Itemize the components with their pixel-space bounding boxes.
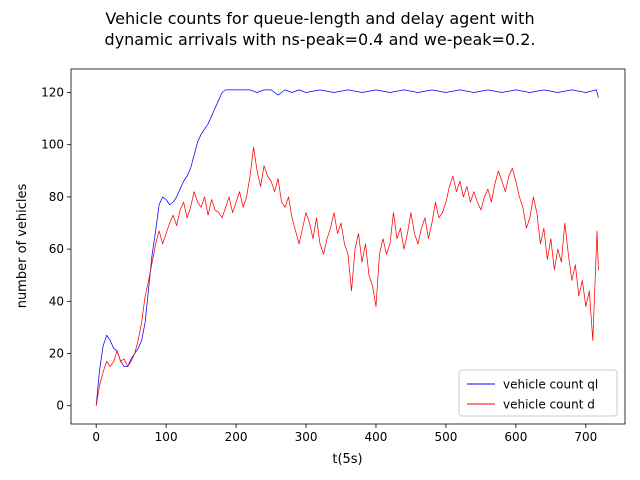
series-line-d <box>95 146 599 406</box>
plot-frame <box>70 68 626 425</box>
legend-label: vehicle count ql <box>503 378 598 392</box>
x-tick-label: 700 <box>574 430 597 444</box>
y-tick-label: 20 <box>49 347 64 361</box>
chart-title-line-1: Vehicle counts for queue-length and dela… <box>105 9 534 28</box>
x-tick-label: 200 <box>225 430 248 444</box>
y-tick-label: 0 <box>56 399 64 413</box>
x-tick-label: 400 <box>365 430 388 444</box>
y-axis-label: number of vehicles <box>15 183 30 308</box>
series-line-ql <box>95 89 599 406</box>
y-tick-label: 40 <box>49 294 64 308</box>
x-tick-label: 0 <box>92 430 100 444</box>
chart-title-line-2: dynamic arrivals with ns-peak=0.4 and we… <box>105 30 536 49</box>
legend-box <box>458 369 618 417</box>
y-tick-label: 100 <box>41 138 64 152</box>
y-tick-label: 120 <box>41 85 64 99</box>
x-axis-label: t(5s) <box>332 452 362 467</box>
x-tick-label: 300 <box>295 430 318 444</box>
x-tick-label: 600 <box>504 430 527 444</box>
y-tick-label: 60 <box>49 242 64 256</box>
legend: vehicle count ql vehicle count d <box>458 369 618 417</box>
x-tick-label: 100 <box>155 430 178 444</box>
y-tick-label: 80 <box>49 190 64 204</box>
x-tick-label: 500 <box>434 430 457 444</box>
legend-label: vehicle count d <box>503 398 595 412</box>
